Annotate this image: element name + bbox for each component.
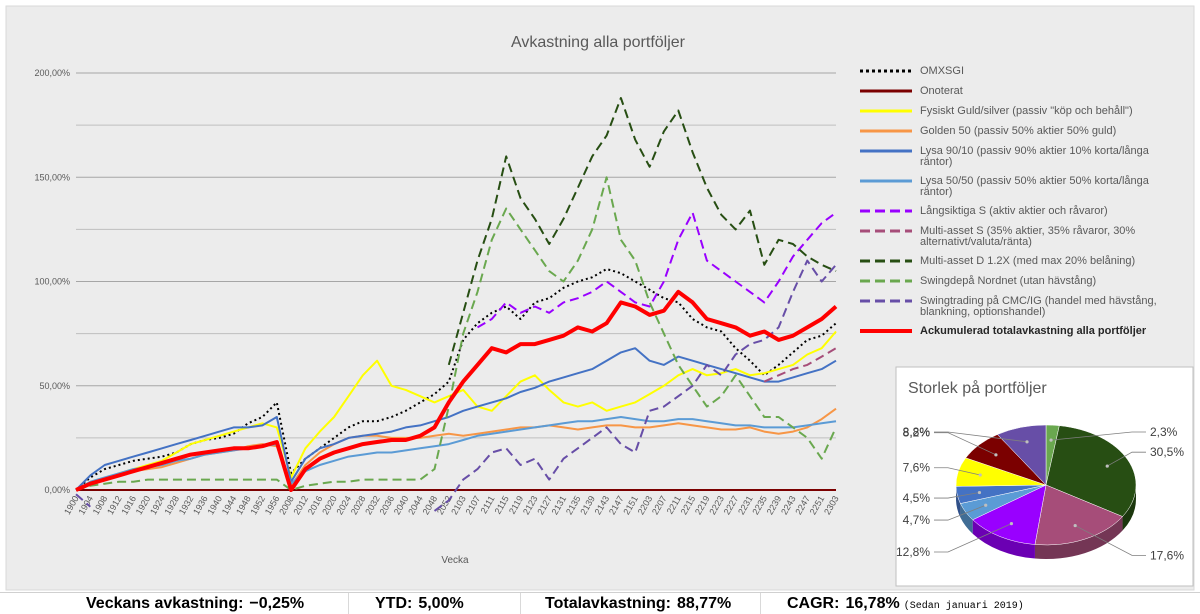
pie-slice-label: 2,3% [1150,425,1178,439]
ytd-return: YTD: 5,00% [375,595,464,613]
pie-slice-label: 12,8% [896,545,930,559]
weekly-return-value: −0,25% [249,595,304,612]
pie-leader-dot [1010,522,1013,525]
portfolio-returns-chart: Avkastning alla portföljer 0,00% 50,00% 10… [0,0,1200,592]
cagr: CAGR: 16,78% (Sedan januari 2019) [787,595,1024,613]
legend-entry: Golden 50 (passiv 50% aktier 50% guld) [920,125,1116,137]
total-return: Totalavkastning: 88,77% [545,595,731,613]
y-tick-label: 0,00% [44,485,70,495]
summary-bar: Veckans avkastning: −0,25% YTD: 5,00% Tota… [0,592,1200,614]
pie-slice-label: 8,8% [903,425,931,439]
divider [348,593,349,614]
pie-slice-label: 30,5% [1150,445,1184,459]
pie-panel: Storlek på portföljer 2,3% 30,5% 17,6% 12,8… [896,367,1193,586]
legend-entry: OMXSGI [920,65,964,77]
pie-title: Storlek på portföljer [908,379,1047,397]
weekly-return: Veckans avkastning: −0,25% [86,595,304,613]
ytd-label: YTD: [375,595,412,612]
pie-leader-dot [978,491,981,494]
pie-slice-label: 4,7% [903,513,931,527]
total-return-value: 88,77% [677,595,731,612]
pie-leader-dot [979,473,982,476]
legend-entry: Multi-asset D 1.2X (med max 20% belåning… [920,255,1135,267]
legend-entry: Ackumulerad totalavkastning alla portföl… [920,325,1147,337]
pie-leader-dot [1074,524,1077,527]
divider [760,593,761,614]
x-axis-label: Vecka [441,555,469,566]
cagr-label: CAGR: [787,595,839,612]
pie-slice-label: 4,5% [903,491,931,505]
pie-leader-dot [994,453,997,456]
cagr-value: 16,78% [845,595,899,612]
y-tick-label: 100,00% [34,277,70,287]
pie-slice-label: 7,6% [903,461,931,475]
pie-leader-dot [1049,439,1052,442]
y-tick-label: 50,00% [39,381,70,391]
pie-leader-dot [1025,440,1028,443]
pie-leader-dot [984,504,987,507]
legend-entry: Swingdepå Nordnet (utan hävstång) [920,275,1096,287]
cagr-note: (Sedan januari 2019) [904,601,1024,612]
ytd-value: 5,00% [418,595,463,612]
divider [520,593,521,614]
legend-entry: Onoterat [920,85,963,97]
pie-slice-label: 17,6% [1150,548,1184,562]
legend-entry: Långsiktiga S (aktiv aktier och råvaror) [920,205,1108,217]
y-tick-label: 150,00% [34,172,70,182]
weekly-return-label: Veckans avkastning: [86,595,243,612]
total-return-label: Totalavkastning: [545,595,671,612]
pie-leader-dot [1106,464,1109,467]
y-tick-label: 200,00% [34,68,70,78]
legend-entry: Fysiskt Guld/silver (passiv "köp och beh… [920,105,1133,117]
chart-title: Avkastning alla portföljer [511,34,686,51]
